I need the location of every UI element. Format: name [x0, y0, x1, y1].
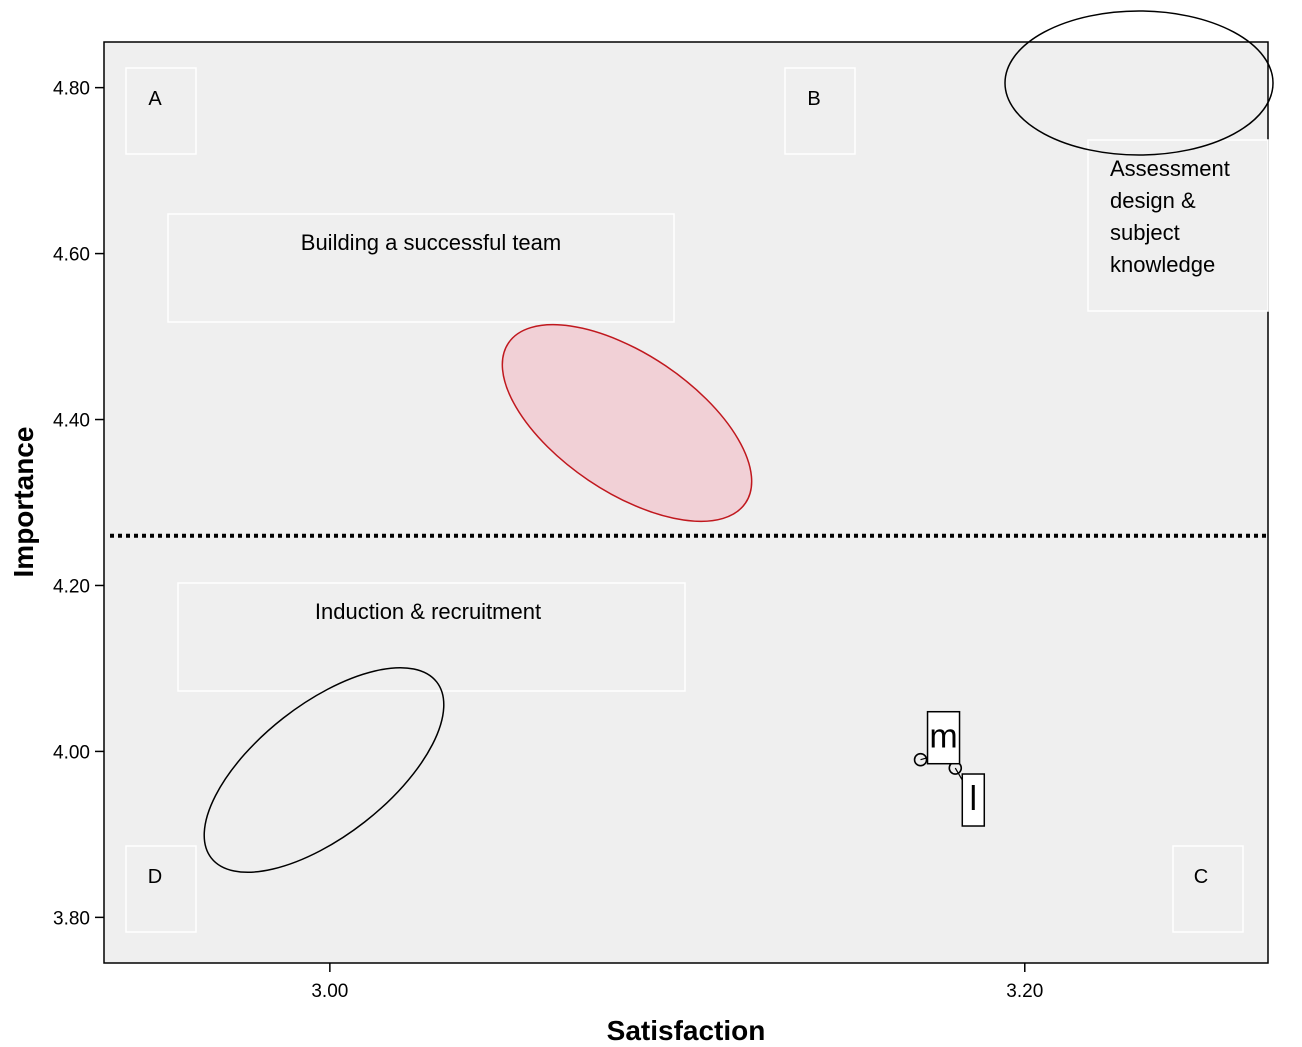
quadrant-b-label: B	[807, 88, 820, 110]
y-axis: 3.80 4.00 4.20 4.40 4.60 4.80	[53, 79, 104, 929]
quadrant-d-label: D	[148, 866, 162, 888]
data-points: abcdefghijklmnopq	[913, 710, 986, 827]
y-tick-label: 4.80	[53, 79, 90, 100]
data-point-m: m	[913, 710, 961, 767]
x-axis-title: Satisfaction	[607, 1015, 766, 1046]
annotation-team: Building a successful team	[301, 230, 561, 255]
point-leader-line	[954, 767, 963, 781]
point-marker	[913, 752, 928, 767]
annotation-assessment: Assessment design & subject knowledge	[1110, 156, 1230, 277]
quadrant-d-box	[125, 845, 197, 933]
quadrant-a-label: A	[148, 88, 162, 110]
annotation-team-box	[167, 213, 675, 323]
y-tick-label: 3.80	[53, 908, 90, 929]
annotation-induction: Induction & recruitment	[315, 599, 541, 624]
y-tick-label: 4.60	[53, 245, 90, 266]
point-label-box	[926, 710, 961, 765]
highlight-ellipse-p	[501, 323, 753, 523]
quadrant-c-box	[1172, 845, 1244, 933]
x-axis: 3.003.203.403.603.804.004.20	[311, 963, 1043, 1002]
quadrant-c-label: C	[1194, 866, 1208, 888]
annotation-assessment-line: subject	[1110, 220, 1180, 245]
annotation-assessment-line: knowledge	[1110, 252, 1215, 277]
y-tick-label: 4.00	[53, 742, 90, 763]
annotation-induction-box	[177, 582, 686, 692]
y-tick-label: 4.20	[53, 576, 90, 597]
annotation-assessment-line: Assessment	[1110, 156, 1230, 181]
point-label: l	[970, 780, 978, 818]
data-point-l: l	[948, 761, 986, 827]
annotation-assessment-line: design &	[1110, 188, 1196, 213]
annotation-assessment-box	[1087, 139, 1269, 312]
y-tick-label: 4.40	[53, 411, 90, 432]
group-ellipse-lm	[203, 666, 445, 874]
y-axis-title: Importance	[8, 427, 39, 578]
x-tick-label: 3.00	[311, 981, 348, 1002]
point-label-box	[961, 773, 986, 827]
quadrant-a-box	[125, 67, 197, 155]
group-ellipse-ae	[1004, 10, 1274, 156]
x-tick-label: 3.20	[1006, 981, 1043, 1002]
quadrant-b-box	[784, 67, 856, 155]
point-label: m	[929, 718, 957, 756]
